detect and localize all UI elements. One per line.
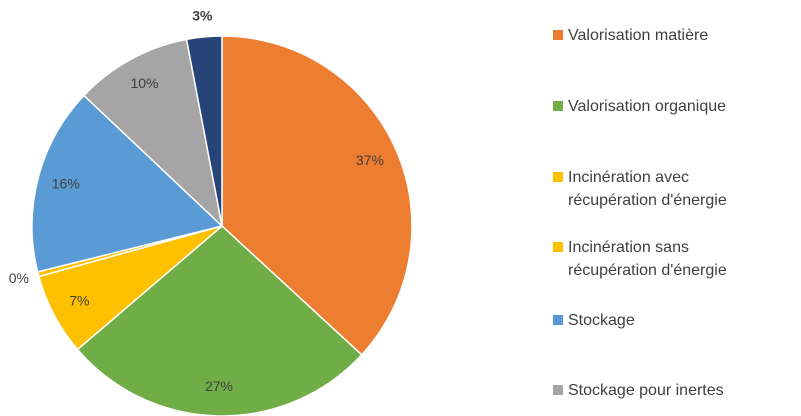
legend-swatch	[553, 385, 563, 395]
legend-swatch	[553, 242, 563, 252]
legend-item: Incinération sans récupération d'énergie	[553, 236, 727, 282]
data-label: 37%	[356, 152, 384, 168]
legend-label: Stockage	[568, 312, 635, 329]
data-label: 27%	[205, 378, 233, 394]
legend-swatch	[553, 172, 563, 182]
legend-label: Valorisation organique	[568, 98, 727, 115]
legend-label: Incinération avec récupération d'énergie	[568, 169, 727, 209]
legend-label: Incinération sans récupération d'énergie	[568, 239, 727, 279]
pie-slice	[31, 94, 224, 273]
legend-item: Valorisation organique	[553, 95, 726, 118]
legend-item: Stockage	[553, 309, 635, 332]
data-label: 3%	[192, 8, 213, 24]
legend-swatch	[553, 315, 563, 325]
pie-slice	[82, 38, 224, 229]
data-label: 7%	[69, 292, 89, 308]
legend-label: Stockage pour inertes	[568, 382, 724, 399]
pie-slice	[221, 35, 413, 356]
legend-swatch	[553, 30, 563, 40]
legend-swatch	[553, 101, 563, 111]
data-label: 0%	[9, 270, 29, 286]
legend-item: Stockage pour inertes	[553, 379, 724, 402]
data-label: 10%	[130, 75, 158, 91]
legend-item: Incinération avec récupération d'énergie	[553, 166, 727, 212]
legend-label: Valorisation matière	[568, 27, 709, 44]
data-label: 16%	[52, 176, 80, 192]
pie-slice	[185, 35, 223, 227]
legend-item: Valorisation matière	[553, 24, 708, 47]
